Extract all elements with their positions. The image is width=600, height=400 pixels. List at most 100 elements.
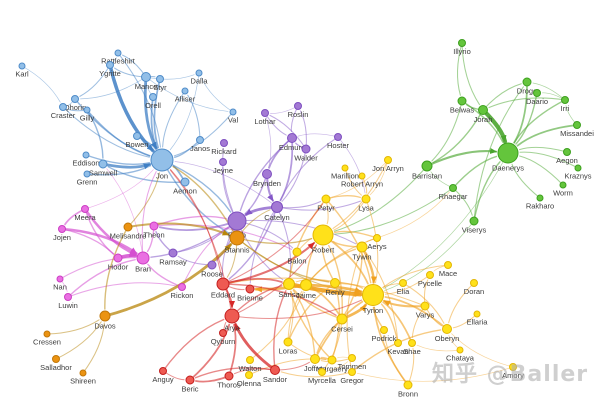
node-missandei[interactable] (573, 121, 581, 129)
node-aemon[interactable] (180, 177, 190, 187)
node-gilly[interactable] (83, 106, 91, 114)
node-meera[interactable] (81, 205, 89, 213)
node-davos[interactable] (99, 310, 111, 322)
node-aegon[interactable] (563, 148, 571, 156)
node-cressen[interactable] (43, 330, 51, 338)
node-rakharo[interactable] (536, 194, 544, 202)
node-karl[interactable] (18, 62, 26, 70)
node-sansa[interactable] (283, 278, 295, 290)
node-janos[interactable] (196, 136, 204, 144)
node-belwas[interactable] (457, 96, 467, 106)
node-stannis[interactable] (229, 230, 245, 246)
node-bowen[interactable] (133, 132, 141, 140)
node-lothar[interactable] (261, 109, 269, 117)
node-hoster[interactable] (334, 133, 342, 141)
node-gregor[interactable] (348, 368, 356, 376)
node-roose[interactable] (207, 260, 217, 270)
node-chataya[interactable] (456, 346, 464, 354)
node-ellaria[interactable] (473, 310, 481, 318)
node-doran[interactable] (470, 279, 478, 287)
node-robb[interactable] (227, 211, 247, 231)
node-dalla[interactable] (195, 69, 203, 77)
node-rickon[interactable] (178, 283, 186, 291)
node-jaime[interactable] (300, 279, 312, 291)
node-grenn[interactable] (83, 170, 91, 178)
node-renly[interactable] (330, 278, 340, 288)
node-shae[interactable] (408, 339, 416, 347)
node-daario[interactable] (533, 89, 541, 97)
node-irri[interactable] (561, 96, 569, 104)
node-catelyn[interactable] (271, 201, 283, 213)
node-jojen[interactable] (58, 225, 66, 233)
node-orell[interactable] (149, 93, 157, 101)
node-bronn[interactable] (403, 380, 413, 390)
node-barristan[interactable] (421, 160, 433, 172)
node-marillion[interactable] (341, 164, 349, 172)
node-bran[interactable] (136, 251, 150, 265)
node-salladhor[interactable] (52, 355, 60, 363)
node-val[interactable] (229, 108, 237, 116)
node-oberyn[interactable] (442, 324, 452, 334)
node-kevan[interactable] (394, 339, 402, 347)
node-ygritte[interactable] (106, 61, 114, 69)
node-arya[interactable] (224, 308, 240, 324)
node-aerys[interactable] (373, 234, 381, 242)
node-kraznys[interactable] (574, 164, 582, 172)
node-robertarryn[interactable] (358, 172, 366, 180)
node-olenna[interactable] (245, 371, 253, 379)
node-shireen[interactable] (79, 369, 87, 377)
node-samwell[interactable] (98, 159, 108, 169)
node-nan[interactable] (56, 275, 64, 283)
node-tommen[interactable] (348, 354, 356, 362)
node-styr[interactable] (156, 75, 164, 83)
node-hodor[interactable] (113, 253, 123, 263)
node-rattleshirt[interactable] (114, 49, 122, 57)
node-margaery[interactable] (327, 355, 337, 365)
node-rhaegar[interactable] (449, 184, 457, 192)
node-varys[interactable] (420, 301, 430, 311)
node-jonarryn[interactable] (384, 156, 392, 164)
node-lysa[interactable] (361, 194, 371, 204)
node-jorah[interactable] (478, 105, 488, 115)
node-sandor[interactable] (270, 365, 280, 375)
node-luwin[interactable] (64, 293, 72, 301)
node-qyburn[interactable] (219, 329, 227, 337)
node-elia[interactable] (399, 279, 407, 287)
node-jeyne[interactable] (219, 158, 227, 166)
node-melisandre[interactable] (123, 222, 133, 232)
node-petyr[interactable] (321, 194, 331, 204)
node-mace[interactable] (444, 261, 452, 269)
node-rickard[interactable] (220, 139, 228, 147)
node-qhorin[interactable] (71, 95, 79, 103)
node-brynden[interactable] (262, 169, 272, 179)
node-brienne[interactable] (245, 284, 255, 294)
node-roslin[interactable] (294, 102, 302, 110)
node-eddard[interactable] (216, 277, 230, 291)
node-loras[interactable] (283, 337, 293, 347)
node-theon[interactable] (149, 221, 159, 231)
node-tyrion[interactable] (362, 284, 384, 306)
node-walder[interactable] (301, 144, 311, 154)
node-ramsay[interactable] (168, 248, 178, 258)
node-cersei[interactable] (336, 313, 348, 325)
node-daenerys[interactable] (497, 142, 519, 164)
node-mance[interactable] (141, 72, 151, 82)
node-edmure[interactable] (287, 133, 297, 143)
node-amory[interactable] (509, 363, 517, 371)
node-robert[interactable] (312, 224, 334, 246)
node-craster[interactable] (59, 103, 67, 111)
node-jon[interactable] (150, 148, 174, 172)
node-thoros[interactable] (224, 371, 234, 381)
node-eddison[interactable] (82, 151, 90, 159)
node-beric[interactable] (185, 375, 195, 385)
node-myrcella[interactable] (318, 368, 326, 376)
node-pycelle[interactable] (426, 271, 434, 279)
node-podrick[interactable] (380, 326, 388, 334)
node-walton[interactable] (246, 356, 254, 364)
node-drogo[interactable] (522, 77, 532, 87)
node-anguy[interactable] (159, 367, 167, 375)
node-tywin[interactable] (356, 241, 368, 253)
node-viserys[interactable] (469, 216, 479, 226)
node-balon[interactable] (292, 247, 302, 257)
node-alliser[interactable] (181, 87, 189, 95)
